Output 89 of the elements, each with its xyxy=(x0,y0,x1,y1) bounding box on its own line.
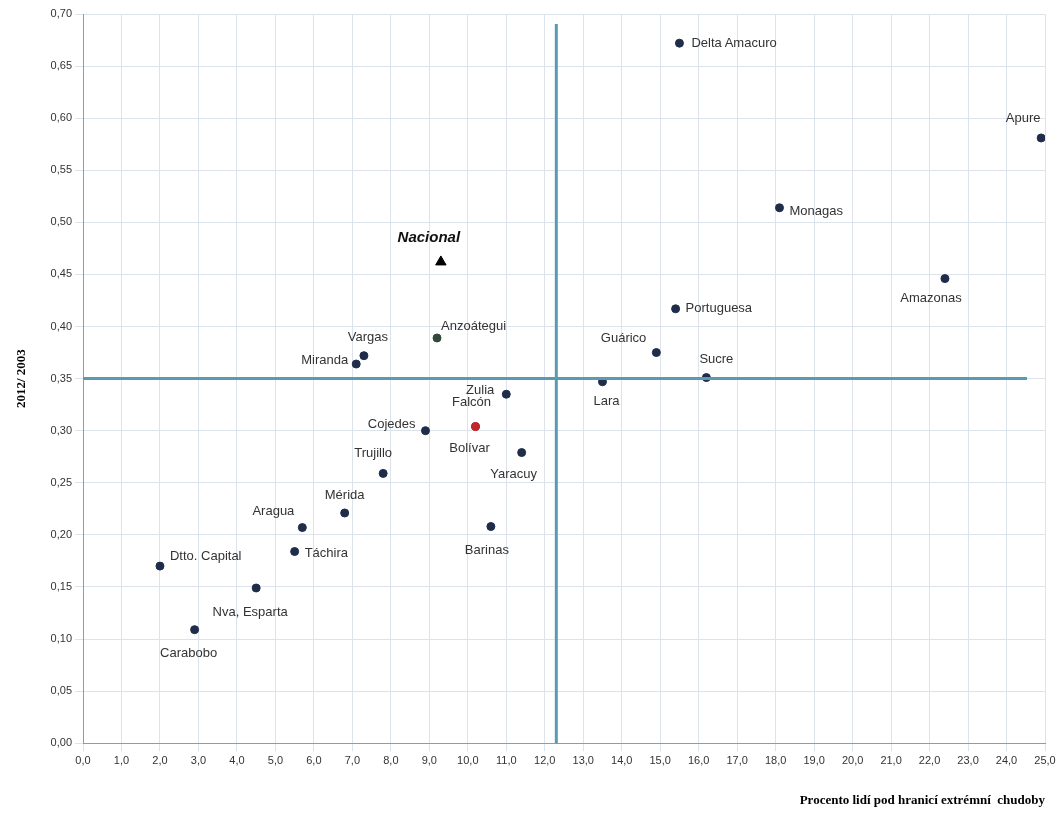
annotation: Zulia xyxy=(466,381,496,397)
x-tick-label: 11,0 xyxy=(495,753,517,766)
annotation: Dtto. Capital xyxy=(169,547,242,563)
annotation: Sucre xyxy=(699,351,734,367)
point xyxy=(1036,133,1045,143)
y-tick-label: 0,65 xyxy=(50,59,73,72)
y-tick-label: 0,45 xyxy=(50,267,73,280)
x-tick-label: 10,0 xyxy=(457,753,479,766)
y-tick-label: 0,60 xyxy=(50,111,73,124)
annotation: Guárico xyxy=(600,330,647,346)
annotation: Falcón xyxy=(451,394,492,410)
x-axis-title: Procento lidí pod hranicí extrémní chudoby xyxy=(799,791,1046,807)
annotation: Monagas xyxy=(789,203,844,219)
annotation: Miranda xyxy=(301,351,349,367)
point xyxy=(378,468,388,478)
annotation: Amazonas xyxy=(900,290,963,306)
point xyxy=(674,38,684,48)
y-tick-label: 0,55 xyxy=(50,163,73,176)
annotation: Vargas xyxy=(347,329,389,345)
annotation: Delta Amacuro xyxy=(691,34,777,50)
x-tick-label: 0,0 xyxy=(75,753,91,766)
x-tick-label: 12,0 xyxy=(534,753,556,766)
point xyxy=(420,426,430,436)
point xyxy=(155,561,165,571)
y-tick-label: 0,70 xyxy=(50,7,73,20)
point xyxy=(486,522,496,532)
x-tick-label: 17,0 xyxy=(726,753,748,766)
y-tick-label: 0,25 xyxy=(50,475,73,488)
annotation: Cojedes xyxy=(367,416,416,432)
x-tick-label: 18,0 xyxy=(764,753,787,766)
point xyxy=(297,523,307,533)
x-tick-label: 25,0 xyxy=(1034,753,1056,766)
annotation: Aragua xyxy=(252,503,296,519)
y-tick-label: 0,20 xyxy=(50,527,73,540)
x-tick-label: 14,0 xyxy=(611,753,633,766)
annotation: Anzoátegui xyxy=(441,317,507,333)
annotation: Nva, Esparta xyxy=(212,603,289,619)
point xyxy=(359,351,369,361)
annotation: Barinas xyxy=(464,542,510,558)
x-tick-label: 20,0 xyxy=(841,753,864,766)
series-label: Nacional xyxy=(397,228,461,246)
point xyxy=(774,203,784,213)
annotation: Lara xyxy=(593,393,621,409)
annotation: Yaracuy xyxy=(490,466,538,482)
point xyxy=(290,547,300,557)
point xyxy=(435,255,447,266)
x-tick-label: 5,0 xyxy=(267,753,284,766)
point xyxy=(651,348,661,358)
x-tick-label: 8,0 xyxy=(383,753,399,766)
point xyxy=(671,304,681,314)
y-axis-title: 2012/ 2003 xyxy=(13,348,29,409)
x-tick-label: 7,0 xyxy=(344,753,361,766)
y-tick-label: 0,00 xyxy=(50,736,73,749)
x-tick-label: 4,0 xyxy=(229,753,245,766)
annotation: Carabobo xyxy=(160,645,218,661)
point xyxy=(190,625,200,635)
x-tick-label: 19,0 xyxy=(803,753,825,766)
y-tick-label: 0,35 xyxy=(50,371,73,384)
point xyxy=(501,389,511,399)
point xyxy=(351,359,361,369)
y-tick-label: 0,30 xyxy=(50,423,73,436)
y-tick-label: 0,40 xyxy=(50,319,73,332)
y-tick-label: 0,50 xyxy=(50,215,73,228)
x-tick-label: 24,0 xyxy=(995,753,1018,766)
point xyxy=(517,448,527,458)
x-tick-label: 16,0 xyxy=(687,753,710,766)
x-tick-label: 23,0 xyxy=(957,753,979,766)
point xyxy=(251,583,261,593)
point xyxy=(340,508,350,518)
x-tick-label: 13,0 xyxy=(572,753,594,766)
point xyxy=(940,274,950,284)
x-tick-label: 3,0 xyxy=(190,753,207,766)
annotation: Trujillo xyxy=(354,444,393,460)
x-tick-label: 15,0 xyxy=(649,753,671,766)
annotation: Mérida xyxy=(324,486,366,502)
annotation: Apure xyxy=(1005,109,1041,125)
x-tick-label: 2,0 xyxy=(152,753,168,766)
y-tick-label: 0,15 xyxy=(50,579,73,592)
annotation: Bolívar xyxy=(449,440,491,456)
x-tick-label: 21,0 xyxy=(880,753,902,766)
x-tick-label: 1,0 xyxy=(113,753,130,766)
annotation: Portuguesa xyxy=(685,300,753,316)
annotation: Táchira xyxy=(304,545,349,561)
y-tick-label: 0,05 xyxy=(50,684,73,697)
y-tick-label: 0,10 xyxy=(50,632,73,645)
x-tick-label: 6,0 xyxy=(306,753,322,766)
point xyxy=(432,333,442,343)
x-tick-label: 9,0 xyxy=(421,753,437,766)
x-tick-label: 22,0 xyxy=(918,753,941,766)
